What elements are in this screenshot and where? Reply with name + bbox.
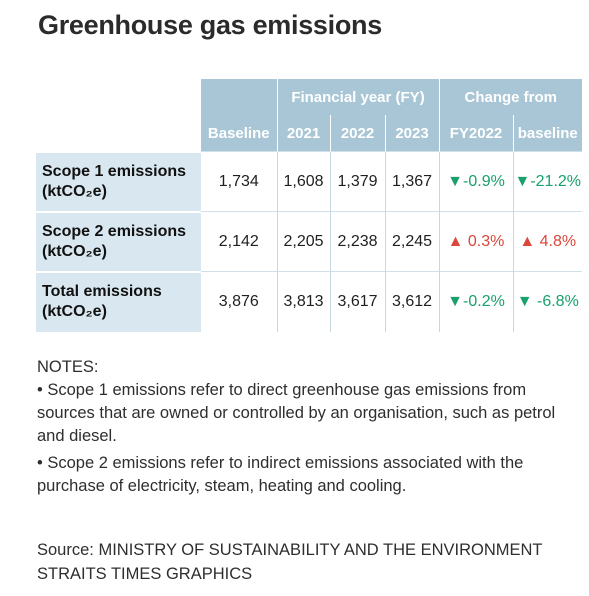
cell-2023: 3,612 [384,271,439,332]
arrow-up-icon: ▲ [519,232,536,250]
row-label: Scope 2 emissions (ktCO₂e) [36,210,201,272]
table-row: Scope 2 emissions (ktCO₂e) 2,142 2,205 2… [36,210,582,272]
column-header-change-baseline: baseline [512,115,582,152]
table-row: Scope 1 emissions (ktCO₂e) 1,734 1,608 1… [36,150,582,212]
cell-2022: 3,617 [329,271,385,332]
credit-line: STRAITS TIMES GRAPHICS [37,565,253,583]
notes-heading: NOTES: [37,358,99,376]
header-change-from: Change from [438,79,582,115]
row-label-title: Total emissions [42,283,162,300]
page-title: Greenhouse gas emissions [38,10,382,40]
cell-change-fy2022: ▼-0.2% [438,271,513,332]
source-credit: Source: MINISTRY OF SUSTAINABILITY AND T… [37,538,543,586]
table-corner [36,79,201,115]
header-financial-year: Financial year (FY) [276,79,439,115]
row-label-unit: (ktCO₂e) [42,182,107,200]
change-value: 0.3% [467,232,505,250]
table-row: Total emissions (ktCO₂e) 3,876 3,813 3,6… [36,270,582,332]
column-header-2023: 2023 [384,115,439,152]
change-value: -21.2% [530,172,582,190]
column-header-2021: 2021 [276,115,330,152]
column-header-change-fy2022: FY2022 [438,115,513,152]
change-value: -0.9% [463,172,505,190]
row-label-title: Scope 1 emissions [42,162,187,180]
row-label: Scope 1 emissions (ktCO₂e) [36,150,201,212]
source-line: Source: MINISTRY OF SUSTAINABILITY AND T… [37,541,543,559]
change-value: 4.8% [539,232,577,250]
emissions-table: Financial year (FY) Change from Baseline… [36,79,582,332]
table-corner-lower [36,115,201,152]
header-baseline-spacer [201,79,277,115]
cell-change-fy2022: ▲ 0.3% [438,211,513,272]
row-label-unit: (ktCO₂e) [42,242,107,260]
row-label-unit: (ktCO₂e) [42,303,107,320]
column-header-baseline: Baseline [201,115,277,152]
row-label: Total emissions (ktCO₂e) [36,270,201,332]
cell-2021: 1,608 [276,151,330,212]
change-value: -0.2% [463,292,505,310]
cell-2021: 2,205 [276,211,330,272]
cell-change-baseline: ▼-21.2% [512,151,582,212]
cell-change-baseline: ▲ 4.8% [512,211,582,272]
notes-section: NOTES: • Scope 1 emissions refer to dire… [37,356,567,498]
cell-change-baseline: ▼ -6.8% [512,271,582,332]
arrow-down-icon: ▼ [516,292,533,310]
note-scope-1: • Scope 1 emissions refer to direct gree… [37,381,556,445]
cell-2023: 2,245 [384,211,439,272]
cell-baseline: 2,142 [201,211,277,272]
arrow-down-icon: ▼ [447,292,464,310]
cell-change-fy2022: ▼-0.9% [438,151,513,212]
cell-2022: 2,238 [329,211,385,272]
column-header-2022: 2022 [329,115,385,152]
cell-2023: 1,367 [384,151,439,212]
arrow-up-icon: ▲ [447,232,464,250]
cell-2021: 3,813 [276,271,330,332]
cell-2022: 1,379 [329,151,385,212]
row-label-title: Scope 2 emissions [42,222,187,240]
arrow-down-icon: ▼ [447,172,464,190]
arrow-down-icon: ▼ [514,172,531,190]
change-value: -6.8% [537,292,579,310]
cell-baseline: 3,876 [201,271,277,332]
note-scope-2: • Scope 2 emissions refer to indirect em… [37,454,524,495]
cell-baseline: 1,734 [201,151,277,212]
